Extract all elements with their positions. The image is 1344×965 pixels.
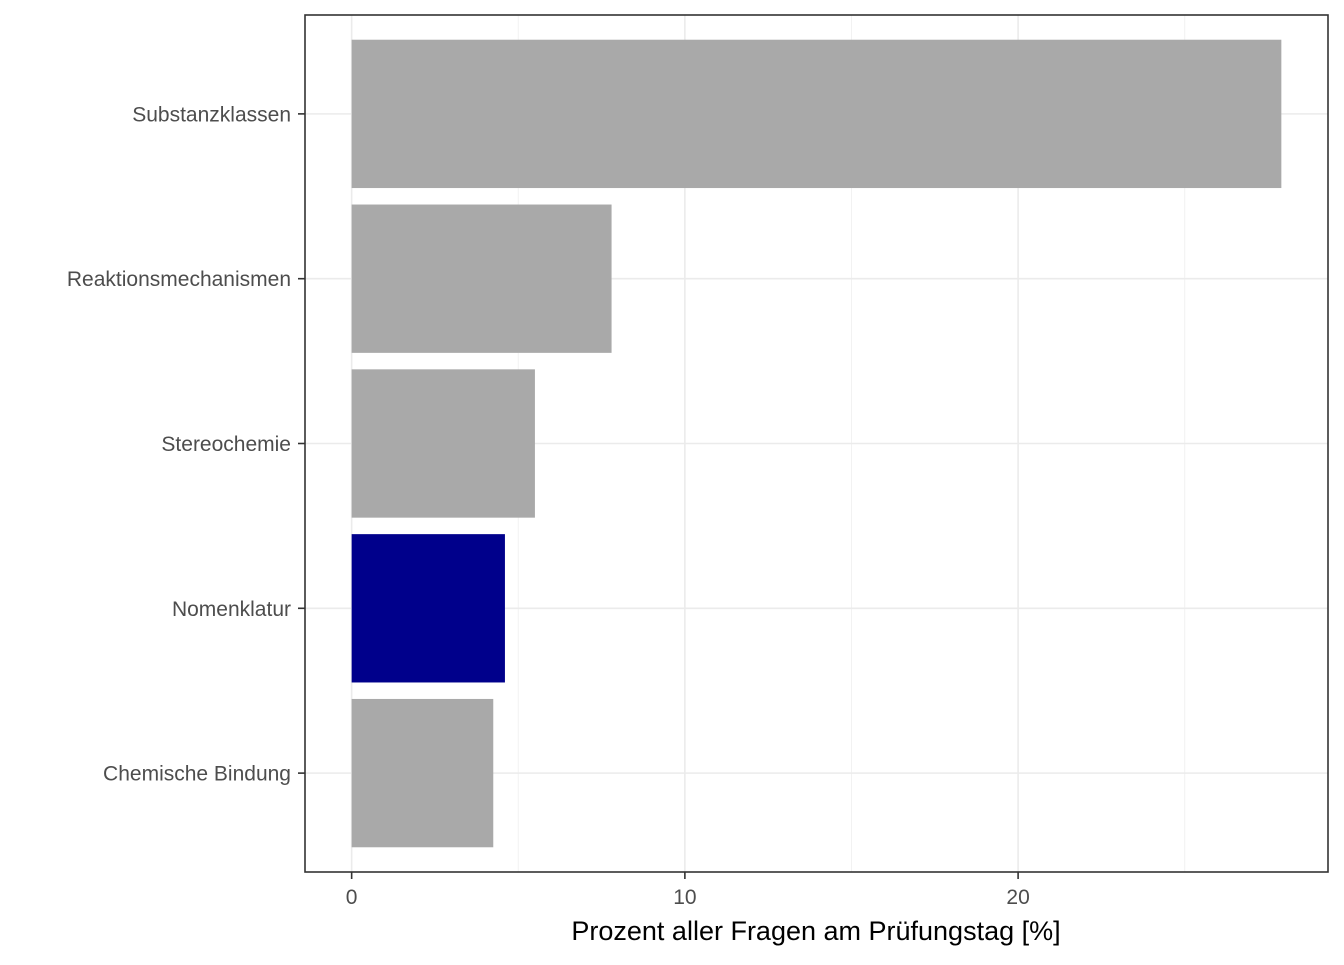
x-tick-label: 20 xyxy=(1006,886,1029,909)
bar-nomenklatur xyxy=(351,534,505,683)
bar-chemische-bindung xyxy=(351,698,494,848)
x-axis-title: Prozent aller Fragen am Prüfungstag [%] xyxy=(571,916,1060,946)
bar-reaktionsmechanismen xyxy=(351,204,612,353)
bar-stereochemie xyxy=(351,369,535,518)
bar-substanzklassen xyxy=(351,39,1282,189)
bars xyxy=(351,39,1282,848)
x-tick-label: 10 xyxy=(673,886,696,909)
y-tick-label: Chemische Bindung xyxy=(103,763,291,786)
y-axis: Substanzklassen Reaktionsmechanismen Stere… xyxy=(67,103,305,786)
y-tick-label: Nomenklatur xyxy=(172,598,291,621)
y-tick-label: Substanzklassen xyxy=(132,103,291,126)
y-tick-label: Stereochemie xyxy=(161,433,291,456)
x-tick-label: 0 xyxy=(346,886,358,909)
x-axis: 0 10 20 xyxy=(346,872,1030,909)
y-tick-label: Reaktionsmechanismen xyxy=(67,268,291,291)
